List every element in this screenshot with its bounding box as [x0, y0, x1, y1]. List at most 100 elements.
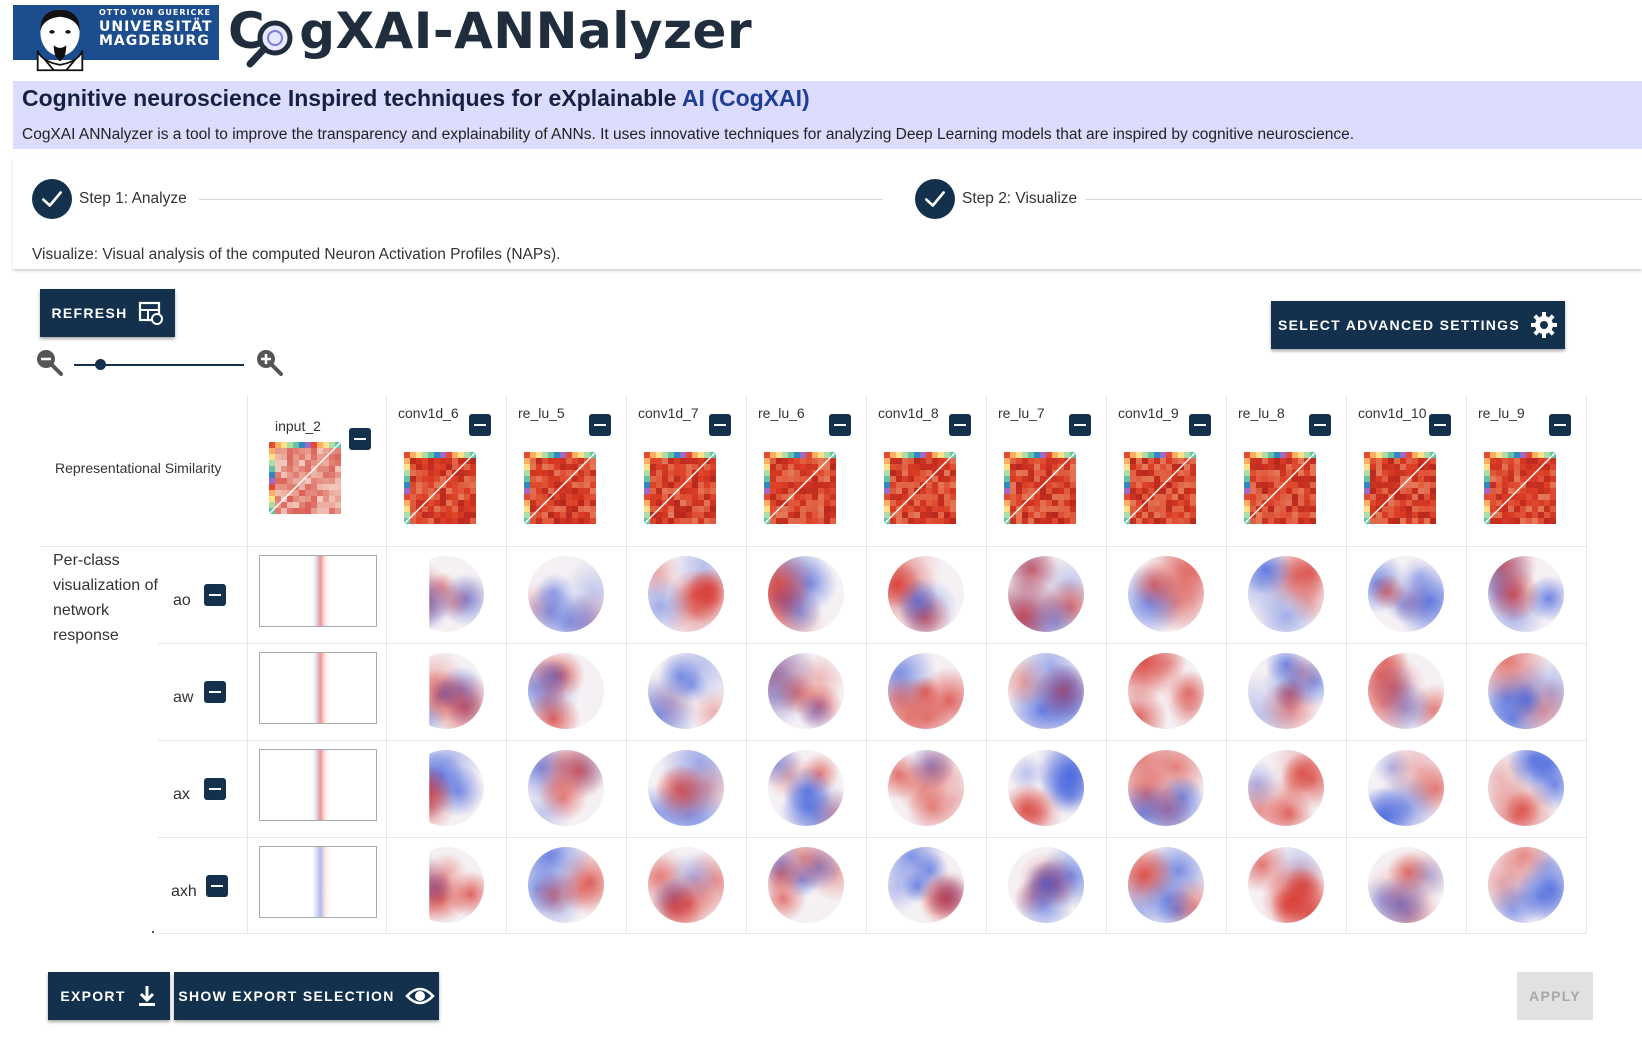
- class-label: ax: [173, 786, 190, 803]
- zoom-in-icon[interactable]: [255, 348, 283, 376]
- network-response-circle: [1008, 750, 1084, 826]
- network-response-circle: [1008, 653, 1084, 729]
- grid-row-divider: [40, 546, 1586, 547]
- network-response-circle: [1248, 653, 1324, 729]
- download-icon: [138, 986, 155, 1006]
- network-response-circle: [528, 847, 604, 923]
- layer-name-label: conv1d_10: [1358, 405, 1427, 421]
- network-response-circle: [648, 653, 724, 729]
- remove-layer-button[interactable]: [589, 414, 611, 436]
- remove-class-button[interactable]: [206, 875, 228, 897]
- grid-column-divider: [1586, 396, 1587, 933]
- grid-column-divider: [986, 396, 987, 933]
- grid-row-divider: [158, 837, 1586, 838]
- network-response-circle: [1128, 847, 1204, 923]
- layer-name-label: conv1d_6: [398, 405, 459, 421]
- network-response-circle: [528, 750, 604, 826]
- network-response-circle: [429, 556, 484, 632]
- network-response-circle: [768, 653, 844, 729]
- network-response-circle: [1368, 556, 1444, 632]
- grid-column-divider: [247, 396, 248, 933]
- network-response-circle: [648, 750, 724, 826]
- grid-column-divider: [386, 396, 387, 933]
- university-line-2: UNIVERSITÄT: [99, 19, 213, 35]
- grid-column-divider: [1226, 396, 1227, 933]
- layer-name-label: re_lu_6: [758, 405, 805, 421]
- apply-button[interactable]: APPLY: [1517, 972, 1593, 1020]
- class-label: ao: [173, 592, 191, 609]
- rsa-matrix-heatmap: [524, 452, 596, 524]
- remove-layer-button[interactable]: [1309, 414, 1331, 436]
- grid-column-divider: [506, 396, 507, 933]
- remove-class-button[interactable]: [204, 584, 226, 606]
- grid-column-divider: [746, 396, 747, 933]
- class-label: axh: [171, 883, 197, 900]
- network-response-circle: [528, 653, 604, 729]
- input-signal-thumbnail: [259, 555, 377, 627]
- gear-icon: [1531, 312, 1557, 338]
- refresh-button-label: REFRESH: [51, 305, 128, 321]
- network-response-circle: [1488, 847, 1564, 923]
- network-response-circle: [1128, 750, 1204, 826]
- rsa-matrix-heatmap: [269, 442, 341, 514]
- input-signal-thumbnail: [259, 846, 377, 918]
- class-label: aw: [173, 689, 194, 706]
- zoom-slider[interactable]: [74, 364, 244, 366]
- layer-name-label: re_lu_9: [1478, 405, 1525, 421]
- network-response-circle: [1248, 750, 1324, 826]
- per-class-visualization-label: Per-class visualization of network respo…: [53, 552, 158, 644]
- select-advanced-settings-button[interactable]: SELECT ADVANCED SETTINGS: [1271, 301, 1565, 349]
- university-line-1: OTTO VON GUERICKE: [99, 8, 212, 17]
- remove-layer-button[interactable]: [1549, 414, 1571, 436]
- step-1[interactable]: Step 1: Analyze: [32, 179, 187, 219]
- eye-icon: [404, 987, 435, 1005]
- step-1-label: Step 1: Analyze: [79, 190, 187, 207]
- network-response-circle: [888, 653, 964, 729]
- banner-title: Cognitive neuroscience Inspired techniqu…: [22, 85, 810, 112]
- input-signal-thumbnail: [259, 749, 377, 821]
- remove-layer-button[interactable]: [349, 428, 371, 450]
- export-button-label: EXPORT: [60, 988, 126, 1004]
- network-response-circle: [429, 653, 484, 729]
- advanced-settings-label: SELECT ADVANCED SETTINGS: [1278, 317, 1520, 333]
- rsa-matrix-heatmap: [764, 452, 836, 524]
- show-export-selection-label: SHOW EXPORT SELECTION: [178, 988, 395, 1004]
- grid-column-divider: [1106, 396, 1107, 933]
- app-logo-suffix: gXAI-ANNalyzer: [299, 2, 753, 60]
- grid-row-divider: [158, 740, 1586, 741]
- remove-layer-button[interactable]: [1429, 414, 1451, 436]
- remove-layer-button[interactable]: [1189, 414, 1211, 436]
- remove-layer-button[interactable]: [469, 414, 491, 436]
- grid-column-divider: [626, 396, 627, 933]
- layer-name-label: re_lu_8: [1238, 405, 1285, 421]
- rsa-matrix-heatmap: [1244, 452, 1316, 524]
- network-response-circle: [1248, 556, 1324, 632]
- grid-row-divider: [158, 643, 1586, 644]
- grid-row-divider: [158, 933, 1586, 934]
- remove-layer-button[interactable]: [709, 414, 731, 436]
- representational-similarity-label: Representational Similarity: [55, 460, 222, 476]
- rsa-matrix-heatmap: [1364, 452, 1436, 524]
- university-logo: OTTO VON GUERICKE UNIVERSITÄT MAGDEBURG: [13, 5, 219, 72]
- step-connector: [1085, 199, 1642, 200]
- export-button[interactable]: EXPORT: [48, 972, 170, 1020]
- network-response-circle: [1128, 653, 1204, 729]
- network-response-circle: [1488, 653, 1564, 729]
- refresh-button[interactable]: REFRESH: [40, 289, 175, 337]
- network-response-circle: [888, 750, 964, 826]
- remove-layer-button[interactable]: [949, 414, 971, 436]
- remove-layer-button[interactable]: [829, 414, 851, 436]
- network-response-circle: [429, 847, 484, 923]
- zoom-slider-thumb[interactable]: [94, 359, 106, 370]
- remove-class-button[interactable]: [204, 681, 226, 703]
- network-response-circle: [768, 847, 844, 923]
- banner-subtitle: CogXAI ANNalyzer is a tool to improve th…: [22, 126, 1355, 143]
- zoom-out-icon[interactable]: [35, 348, 63, 376]
- remove-class-button[interactable]: [204, 778, 226, 800]
- step-2[interactable]: Step 2: Visualize: [915, 179, 1077, 219]
- grid-column-divider: [1346, 396, 1347, 933]
- remove-layer-button[interactable]: [1069, 414, 1091, 436]
- show-export-selection-button[interactable]: SHOW EXPORT SELECTION: [174, 972, 439, 1020]
- table-refresh-icon: [138, 301, 163, 325]
